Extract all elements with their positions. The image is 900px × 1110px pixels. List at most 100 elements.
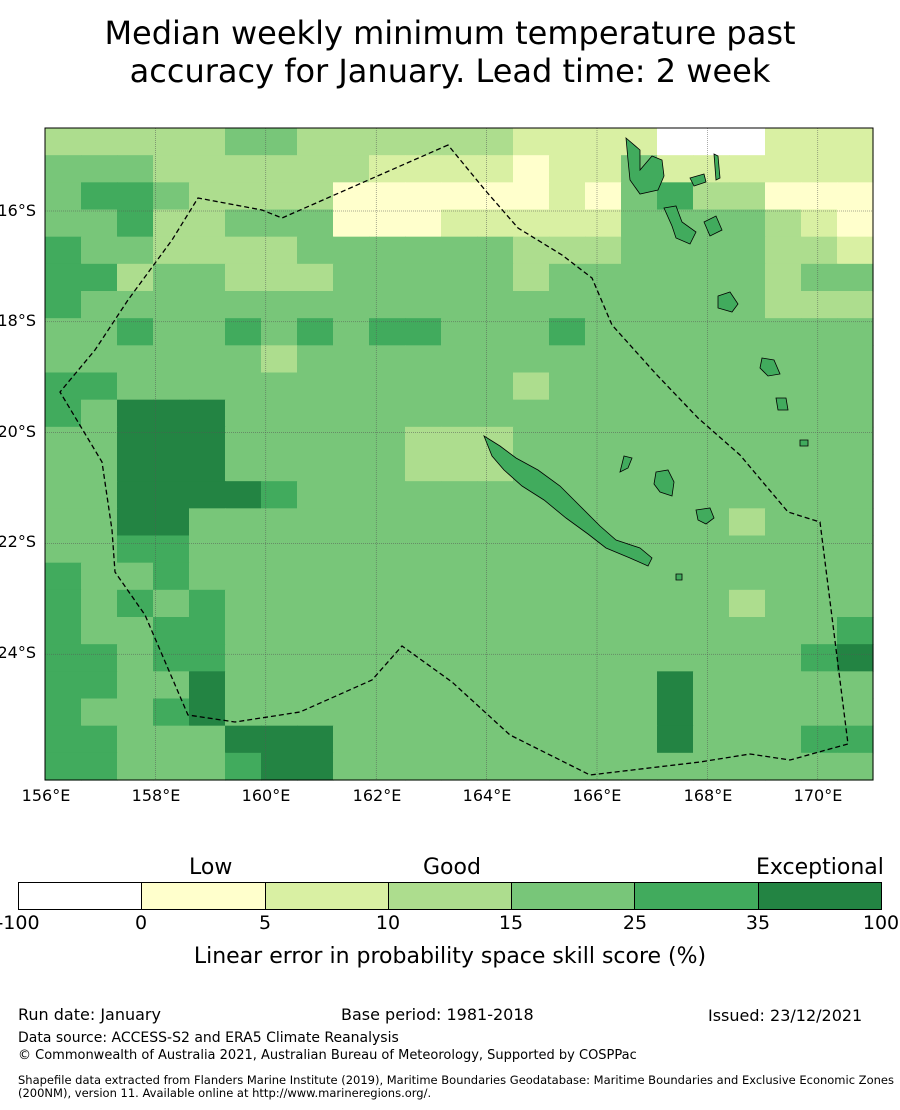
grid-cell xyxy=(117,236,154,265)
grid-cell xyxy=(405,698,442,727)
colorbar-tick: 35 xyxy=(745,912,771,934)
grid-cell xyxy=(441,698,478,727)
colorbar-category-good: Good xyxy=(423,855,481,880)
loyalty-island-ouvea xyxy=(619,455,633,473)
grid-cell xyxy=(621,481,658,509)
grid-cell xyxy=(117,128,154,156)
grid-cell xyxy=(405,481,442,509)
grid-cell xyxy=(369,589,406,618)
grid-cell xyxy=(45,671,82,700)
grid-cell xyxy=(333,236,370,265)
grid-cell xyxy=(693,426,730,455)
grid-cell xyxy=(225,454,262,482)
grid-cell xyxy=(189,318,226,346)
isle-of-pines xyxy=(675,573,683,581)
grid-cell xyxy=(261,345,298,374)
grid-cell xyxy=(261,589,298,618)
grid-cell xyxy=(189,426,226,455)
grid-cell xyxy=(801,399,838,428)
grid-cell xyxy=(369,725,406,754)
grid-cell xyxy=(225,128,262,156)
grid-cell xyxy=(81,617,118,645)
grid-cell xyxy=(117,589,154,618)
grid-cell xyxy=(837,291,874,319)
loyalty-island-mare xyxy=(695,507,715,525)
grid-cell xyxy=(801,128,838,156)
grid-cell xyxy=(657,345,694,374)
grid-cell xyxy=(513,535,550,564)
grid-cell xyxy=(297,399,334,428)
grid-cell xyxy=(837,454,874,482)
grid-cell xyxy=(441,725,478,754)
grid-cell xyxy=(189,725,226,754)
data-source: Data source: ACCESS-S2 and ERA5 Climate … xyxy=(18,1030,399,1046)
grid-cell xyxy=(513,399,550,428)
grid-cell xyxy=(81,454,118,482)
grid-cell xyxy=(801,671,838,700)
grid-cell xyxy=(729,617,766,645)
grid-cell xyxy=(225,752,262,781)
grid-cell xyxy=(189,128,226,156)
grid-cell xyxy=(477,617,514,645)
grid-cell xyxy=(513,155,550,183)
grid-cell xyxy=(765,263,802,292)
grid-cell xyxy=(261,644,298,672)
grid-cell xyxy=(549,752,586,781)
colorbar-segment xyxy=(512,883,636,909)
lat-tick-18s: 18°S xyxy=(0,311,36,330)
grid-cell xyxy=(405,291,442,319)
grid-cell xyxy=(621,671,658,700)
grid-cell xyxy=(297,182,334,211)
grid-cell xyxy=(729,454,766,482)
grid-cell xyxy=(45,725,82,754)
grid-cell xyxy=(837,426,874,455)
grid-cell xyxy=(369,535,406,564)
grid-cell xyxy=(765,617,802,645)
grid-cell xyxy=(549,671,586,700)
base-period: Base period: 1981-2018 xyxy=(341,1005,534,1024)
colorbar-segment xyxy=(388,883,513,909)
lat-tick-20s: 20°S xyxy=(0,422,36,441)
lon-tick-162e: 162°E xyxy=(352,786,402,805)
grid-cell xyxy=(189,182,226,211)
grid-cell xyxy=(189,589,226,618)
grid-cell xyxy=(585,209,622,238)
grid-cell xyxy=(585,372,622,401)
grid-cell xyxy=(225,155,262,183)
grid-cell xyxy=(261,454,298,482)
grid-cell xyxy=(333,535,370,564)
grid-cell xyxy=(117,644,154,672)
grid-cell xyxy=(153,236,190,265)
grid-cell xyxy=(153,399,190,428)
grid-cell xyxy=(117,372,154,401)
grid-cell xyxy=(117,454,154,482)
grid-cell xyxy=(765,589,802,618)
grid-cell xyxy=(405,644,442,672)
grid-cell xyxy=(117,291,154,319)
grid-cell xyxy=(729,345,766,374)
grid-cell xyxy=(657,426,694,455)
grid-cell xyxy=(261,372,298,401)
lon-tick-164e: 164°E xyxy=(462,786,512,805)
grid-cell xyxy=(621,725,658,754)
grid-cell xyxy=(765,318,802,346)
grid-cell xyxy=(369,263,406,292)
grid-cell xyxy=(117,698,154,727)
grid-cell xyxy=(801,698,838,727)
grid-cell xyxy=(441,209,478,238)
grid-cell xyxy=(81,535,118,564)
grid-cell xyxy=(405,725,442,754)
grid-cell xyxy=(657,508,694,537)
grid-cell xyxy=(189,291,226,319)
copyright: © Commonwealth of Australia 2021, Austra… xyxy=(18,1048,637,1063)
grid-cell xyxy=(801,644,838,672)
grid-cell xyxy=(45,291,82,319)
grid-cell xyxy=(369,291,406,319)
eez-boundary xyxy=(59,144,849,776)
grid-cell xyxy=(729,671,766,700)
grid-cell xyxy=(189,698,226,727)
grid-cell xyxy=(261,725,298,754)
grid-cell xyxy=(189,399,226,428)
grid-cell xyxy=(45,155,82,183)
grid-cell xyxy=(81,399,118,428)
